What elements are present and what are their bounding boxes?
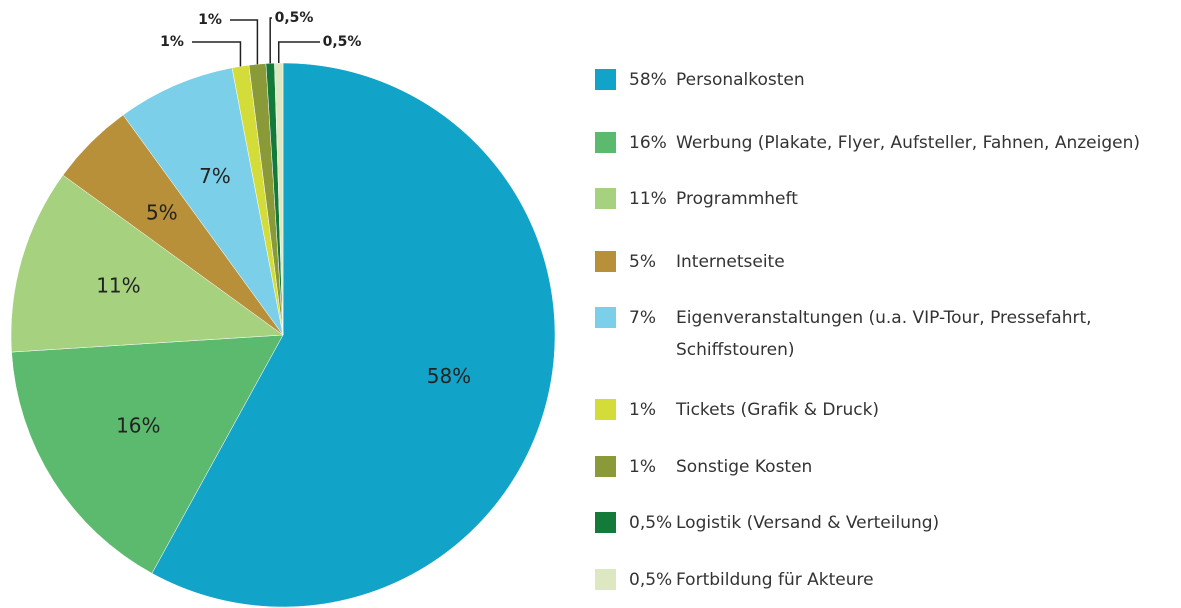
legend-swatch xyxy=(595,307,616,328)
legend-swatch xyxy=(595,512,616,533)
legend-item: 58% Personalkosten xyxy=(595,64,805,96)
slice-label: 5% xyxy=(146,200,178,224)
legend-value: 0,5% xyxy=(629,570,673,590)
legend-value: 7% xyxy=(629,308,656,328)
legend-label: Internetseite xyxy=(676,252,785,272)
legend-value: 58% xyxy=(629,70,667,90)
slice-label: 7% xyxy=(199,164,231,188)
legend-swatch xyxy=(595,69,616,90)
leader-line xyxy=(269,17,272,64)
pie-slice xyxy=(122,67,284,336)
pie-slice xyxy=(151,62,556,608)
pie-chart: 58% 16% 11% 5% 7% 1% 1% 0,5% 0,5% xyxy=(10,10,556,608)
legend-swatch xyxy=(595,456,616,477)
legend-item: 1% Sonstige Kosten xyxy=(595,451,812,483)
legend-item: 5% Internetseite xyxy=(595,246,785,278)
pie-slice xyxy=(10,174,284,353)
legend-value: 16% xyxy=(629,133,667,153)
legend-swatch xyxy=(595,569,616,590)
slice-label: 16% xyxy=(116,413,160,437)
legend-item: 0,5% Logistik (Versand & Verteilung) xyxy=(595,507,939,539)
legend-item: 11% Programmheft xyxy=(595,183,798,215)
pie-slice xyxy=(11,334,284,574)
legend-value: 1% xyxy=(629,400,656,420)
legend-value: 5% xyxy=(629,252,656,272)
legend-label: Personalkosten xyxy=(676,70,805,90)
slice-label: 58% xyxy=(427,364,471,388)
leader-line xyxy=(192,41,242,67)
legend-value: 0,5% xyxy=(629,513,673,533)
legend-label: Werbung (Plakate, Flyer, Aufsteller, Fah… xyxy=(676,133,1140,153)
slice-label: 1% xyxy=(160,34,184,50)
legend-swatch xyxy=(595,132,616,153)
legend-swatch xyxy=(595,188,616,209)
legend-item: 7% Eigenveranstaltungen (u.a. VIP-Tour, P… xyxy=(595,302,1166,366)
leader-line xyxy=(277,41,320,64)
slice-label: 11% xyxy=(96,274,140,298)
slice-label: 0,5% xyxy=(323,34,362,50)
legend-label: Fortbildung für Akteure xyxy=(676,570,874,590)
slice-label: 0,5% xyxy=(275,10,314,26)
legend-label: Tickets (Grafik & Druck) xyxy=(676,400,880,420)
legend-value: 1% xyxy=(629,457,656,477)
slice-label: 1% xyxy=(198,12,222,28)
legend-item: 0,5% Fortbildung für Akteure xyxy=(595,564,874,596)
legend-swatch xyxy=(595,399,616,420)
legend-swatch xyxy=(595,251,616,272)
legend-item: 16% Werbung (Plakate, Flyer, Aufsteller, … xyxy=(595,127,1140,159)
legend-label: Programmheft xyxy=(676,189,798,209)
legend-label: Sonstige Kosten xyxy=(676,457,813,477)
legend-value: 11% xyxy=(629,189,667,209)
legend-label: Eigenveranstaltungen (u.a. VIP-Tour, Pre… xyxy=(676,308,1092,360)
legend-item: 1% Tickets (Grafik & Druck) xyxy=(595,394,879,426)
legend-label: Logistik (Versand & Verteilung) xyxy=(676,513,940,533)
leader-line xyxy=(230,19,259,65)
